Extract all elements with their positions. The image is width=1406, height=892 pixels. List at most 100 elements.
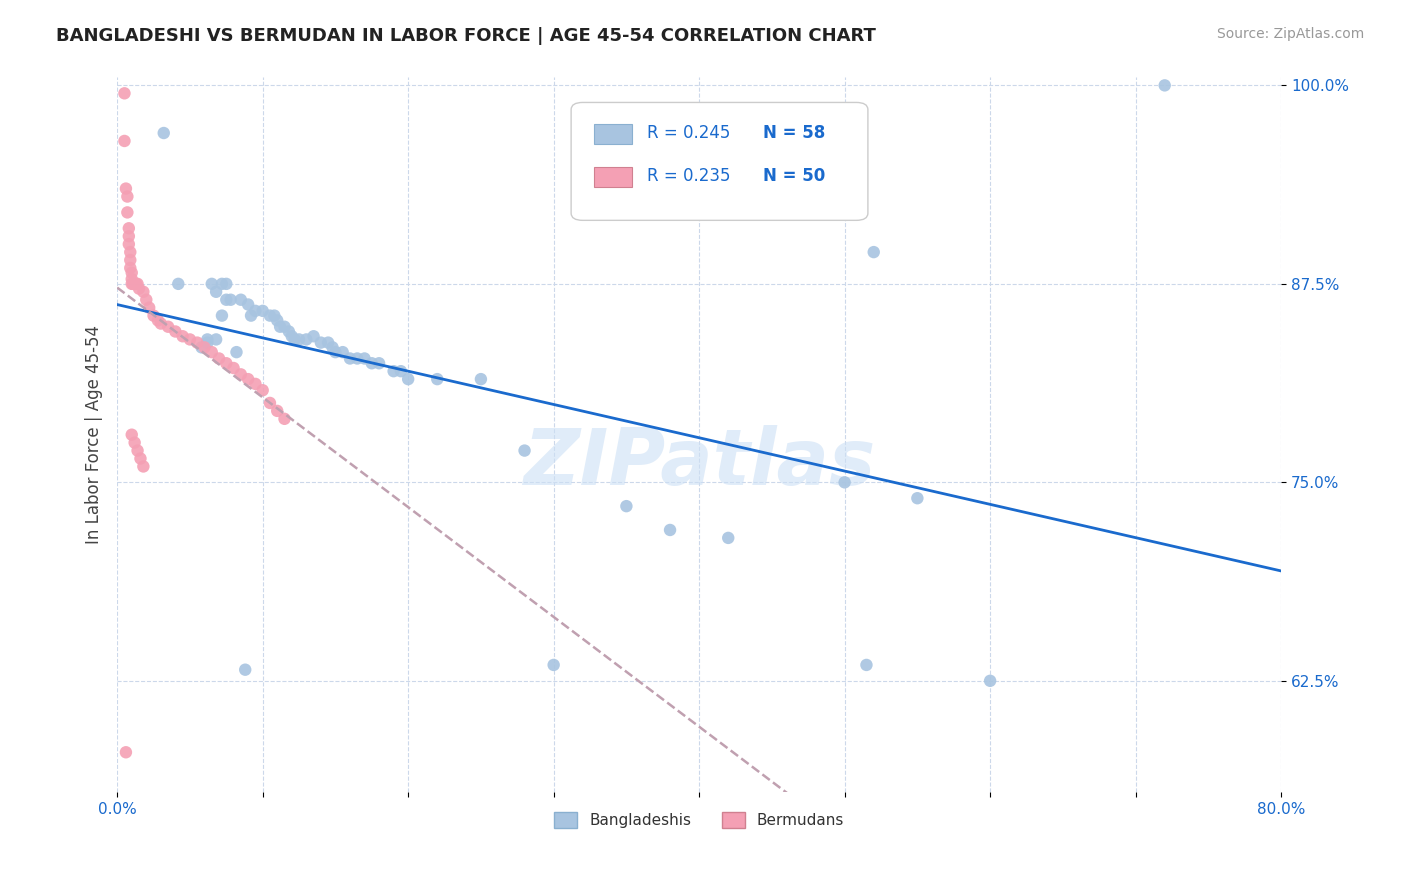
Point (117, 189, 139, 203)
Point (120, 253, 142, 268)
Point (717, 531, 740, 545)
Point (179, 333, 201, 347)
Point (122, 277, 145, 291)
Point (316, 335, 339, 350)
Point (186, 335, 208, 350)
Point (201, 277, 224, 291)
Point (120, 245, 142, 260)
Point (321, 340, 343, 354)
Point (470, 372, 492, 386)
Point (211, 277, 233, 291)
Point (124, 277, 146, 291)
Point (167, 277, 190, 291)
Point (284, 333, 307, 347)
Point (245, 303, 267, 318)
Point (288, 333, 311, 347)
Point (211, 309, 233, 323)
Point (269, 319, 291, 334)
Point (132, 285, 155, 299)
Point (146, 313, 169, 327)
Point (360, 356, 382, 370)
Point (396, 372, 419, 386)
Point (834, 475, 856, 490)
Point (138, 301, 160, 315)
Point (124, 277, 146, 291)
Point (233, 663, 256, 677)
Point (266, 313, 288, 327)
Point (193, 340, 215, 354)
Point (118, 221, 141, 235)
Text: R = 0.245: R = 0.245 (647, 124, 730, 142)
Point (339, 351, 361, 366)
Point (616, 499, 638, 513)
Bar (595, 167, 631, 186)
Point (190, 340, 212, 354)
Point (127, 443, 149, 458)
Point (229, 368, 252, 382)
Point (252, 303, 274, 318)
Point (114, 134, 136, 148)
Point (273, 319, 295, 334)
Text: N = 50: N = 50 (763, 167, 825, 185)
Point (389, 364, 412, 378)
Point (266, 404, 288, 418)
Point (117, 205, 139, 219)
Point (118, 229, 141, 244)
Point (259, 396, 281, 410)
Point (225, 345, 247, 359)
Point (208, 351, 231, 366)
Point (142, 309, 165, 323)
Point (353, 351, 375, 366)
Point (129, 451, 152, 466)
Point (149, 317, 172, 331)
Point (135, 293, 157, 307)
Point (121, 427, 143, 442)
Point (172, 329, 194, 343)
Point (121, 277, 143, 291)
Point (120, 260, 142, 275)
Point (236, 297, 259, 311)
Point (332, 345, 354, 359)
Point (346, 351, 368, 366)
Point (325, 345, 347, 359)
Point (197, 333, 219, 347)
Point (277, 325, 299, 339)
Point (862, 245, 884, 260)
Point (157, 319, 180, 334)
Point (245, 376, 267, 391)
Point (659, 523, 682, 537)
Point (295, 333, 318, 347)
Point (382, 364, 405, 378)
Legend: Bangladeshis, Bermudans: Bangladeshis, Bermudans (548, 806, 851, 834)
Point (121, 272, 143, 286)
Point (118, 237, 141, 252)
Text: ZIPatlas: ZIPatlas (523, 425, 876, 501)
Point (215, 277, 238, 291)
Point (124, 435, 146, 450)
Point (905, 491, 928, 506)
Point (222, 361, 245, 376)
Point (127, 277, 149, 291)
Point (1153, 78, 1175, 93)
Y-axis label: In Labor Force | Age 45-54: In Labor Force | Age 45-54 (86, 326, 103, 544)
Point (205, 285, 228, 299)
Point (125, 277, 148, 291)
Point (121, 266, 143, 280)
Text: Source: ZipAtlas.com: Source: ZipAtlas.com (1216, 27, 1364, 41)
Point (236, 372, 259, 386)
Point (252, 383, 274, 397)
Point (281, 329, 304, 343)
Point (855, 657, 877, 672)
Point (426, 372, 449, 386)
Point (197, 335, 219, 350)
Point (115, 745, 138, 759)
FancyBboxPatch shape (571, 103, 868, 220)
Point (165, 325, 187, 339)
Point (302, 329, 325, 343)
Point (368, 356, 391, 370)
Bar (595, 124, 631, 144)
Point (259, 309, 281, 323)
Point (273, 412, 295, 426)
Point (543, 657, 565, 672)
Point (132, 459, 155, 474)
